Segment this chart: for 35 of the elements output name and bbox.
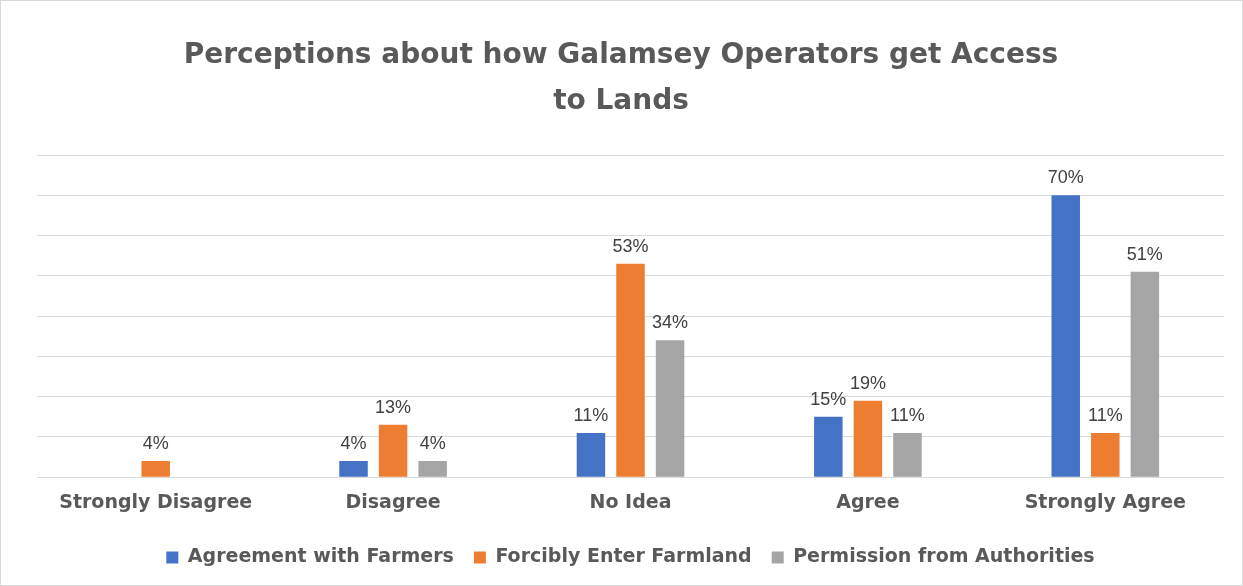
bar xyxy=(893,432,922,477)
data-label: 11% xyxy=(573,404,609,425)
data-label: 4% xyxy=(340,433,367,454)
bar xyxy=(853,400,883,477)
chart-title: Perceptions about how Galamsey Operators get Access to Lands xyxy=(182,36,1060,118)
bar xyxy=(378,424,408,477)
legend-label: Agreement with Farmers xyxy=(187,544,454,567)
data-label: 53% xyxy=(612,235,649,256)
bar xyxy=(1130,271,1160,477)
bar xyxy=(655,340,685,477)
data-label: 34% xyxy=(652,312,689,333)
bar xyxy=(1051,195,1080,477)
data-label: 70% xyxy=(1047,167,1084,188)
x-tick-label: Strongly Disagree xyxy=(59,489,253,512)
x-tick-label: Strongly Agree xyxy=(1024,489,1186,512)
data-label: 19% xyxy=(849,372,886,393)
bar xyxy=(1091,432,1120,477)
x-tick-label: Disagree xyxy=(345,489,441,512)
data-label: 15% xyxy=(810,388,847,409)
bar xyxy=(418,461,447,477)
x-tick-label: No Idea xyxy=(589,489,672,512)
legend-label: Forcibly Enter Farmland xyxy=(495,544,752,567)
data-label: 51% xyxy=(1126,243,1163,264)
data-label: 11% xyxy=(890,404,925,425)
x-tick-label: Agree xyxy=(836,489,900,512)
data-label: 13% xyxy=(375,396,412,417)
bar xyxy=(339,461,368,477)
data-label: 11% xyxy=(1087,404,1123,425)
data-label: 4% xyxy=(142,433,169,454)
bar xyxy=(616,263,645,477)
legend-label: Permission from Authorities xyxy=(793,544,1095,567)
bar xyxy=(141,461,170,477)
data-label: 4% xyxy=(419,433,446,454)
bar xyxy=(814,416,843,477)
bar xyxy=(576,432,606,477)
